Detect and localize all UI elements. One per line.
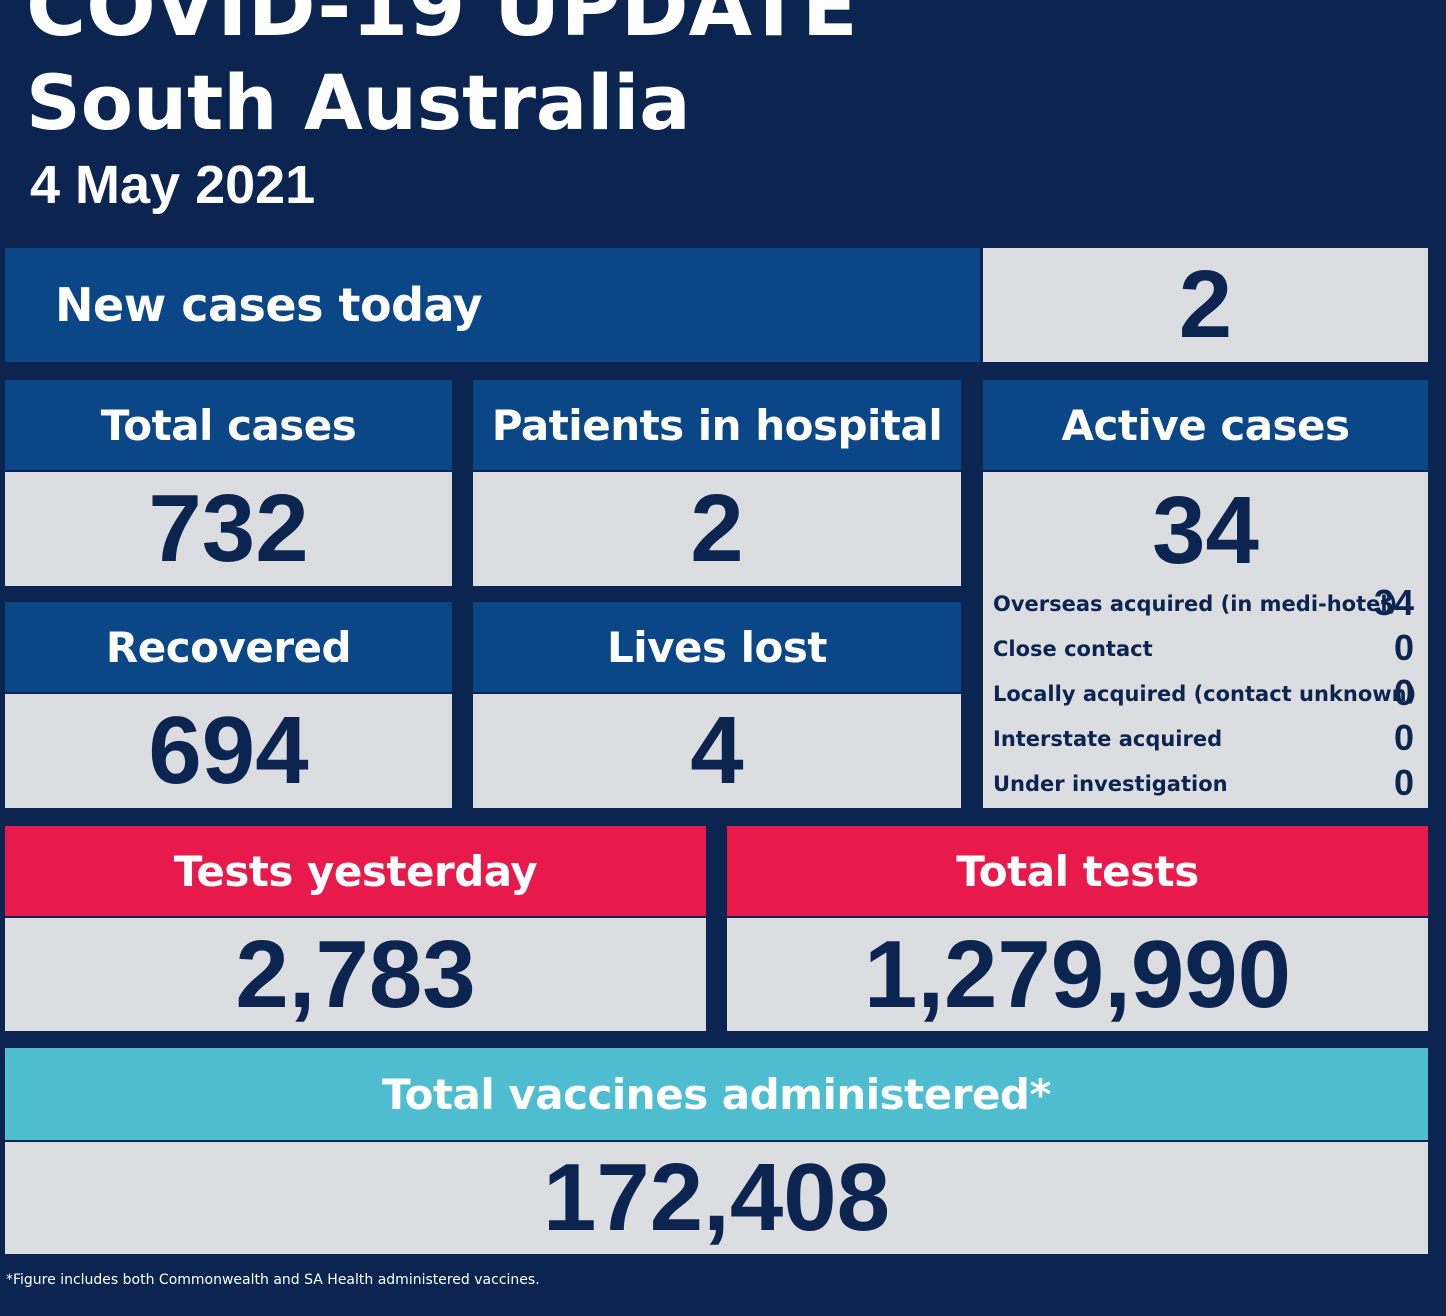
tile-header: Total cases [5,380,452,470]
tile-label: Total cases [100,400,357,450]
footnote: *Figure includes both Commonwealth and S… [6,1272,540,1288]
tests-panel: 2,783 [5,918,706,1031]
tile-value: 4 [690,697,744,804]
breakdown-label: Interstate acquired [993,727,1223,751]
tile-panel: 2 [473,472,961,586]
tile-value: 732 [148,475,309,582]
tile-value: 694 [148,697,309,804]
value: 172,408 [542,1144,890,1251]
tile-panel: 732 [5,472,452,586]
label: Active cases [1061,400,1350,450]
breakdown-value: 0 [1393,717,1414,758]
tile-panel: 694 [5,694,452,808]
region: South Australia [26,58,691,147]
active-value-box: 34 [983,472,1428,590]
tests-label: Total tests [956,846,1199,896]
tests-header: Total tests [727,826,1428,916]
breakdown-label: Close contact [993,637,1153,661]
tile-label: Lives lost [607,622,827,672]
active-header: Active cases [983,380,1428,470]
tile-label: Recovered [105,622,352,672]
tests-value: 2,783 [235,920,476,1028]
tests-label: Tests yesterday [173,846,538,896]
vaccines-panel: 172,408 [5,1142,1428,1254]
active-panel: 34 Overseas acquired (in medi-hotel) 34 Cl… [983,472,1428,808]
breakdown-label: Locally acquired (contact unknown) [993,682,1417,706]
tile-header: Lives lost [473,602,961,692]
tests-panel: 1,279,990 [727,918,1428,1031]
breakdown-value: 0 [1393,672,1414,713]
tests-value: 1,279,990 [863,920,1292,1028]
title: COVID-19 UPDATE [26,0,858,55]
value: 2 [1178,251,1233,358]
vaccines-header: Total vaccines administered* [5,1048,1428,1140]
label: New cases today [55,278,483,332]
tile-header: Patients in hospital [473,380,961,470]
label: Total vaccines administered* [382,1069,1051,1119]
tile-label: Patients in hospital [491,400,943,450]
value: 34 [1152,477,1259,584]
new-cases-panel: 2 [983,248,1428,362]
tests-header: Tests yesterday [5,826,706,916]
breakdown-value: 0 [1393,762,1414,803]
breakdown-value: 34 [1373,582,1414,623]
tile-value: 2 [690,475,744,582]
tile-panel: 4 [473,694,961,808]
tile-header: Recovered [5,602,452,692]
breakdown-label: Under investigation [993,772,1228,796]
breakdown-value: 0 [1393,627,1414,668]
breakdown-label: Overseas acquired (in medi-hotel) [993,592,1398,616]
new-cases-header: New cases today [5,248,980,362]
date: 4 May 2021 [30,155,316,215]
